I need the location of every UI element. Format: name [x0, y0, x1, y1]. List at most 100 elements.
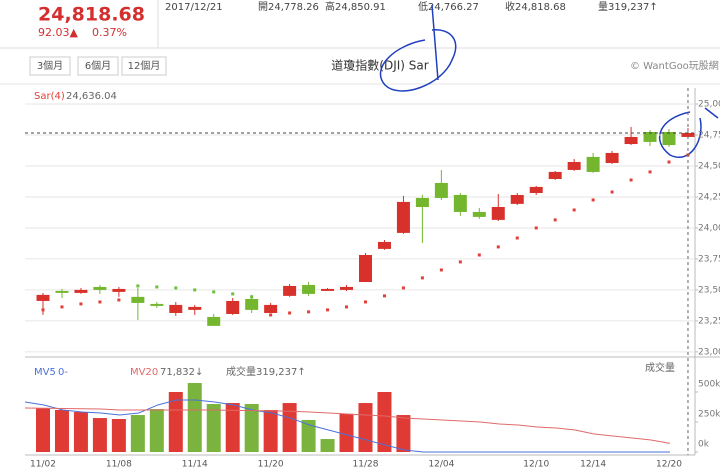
- sar-dot: [496, 245, 500, 249]
- range-button[interactable]: [77, 56, 119, 76]
- sar-dot: [41, 308, 45, 312]
- volume-bar: [282, 403, 297, 452]
- candle-body: [377, 241, 391, 249]
- open: 開24,778.26: [258, 1, 319, 13]
- candle-body: [340, 286, 354, 290]
- candle-body: [510, 194, 524, 204]
- x-tick-label: 11/20: [258, 460, 284, 470]
- legend-value: 71,832↓: [160, 367, 203, 378]
- volume-bar: [225, 403, 240, 452]
- y-tick-label: 25,000: [698, 99, 720, 109]
- y-tick-label: 24,000: [698, 223, 720, 233]
- candle-body: [321, 288, 335, 291]
- candle-body: [358, 254, 372, 282]
- x-tick-label: 11/28: [353, 460, 379, 470]
- volume-bar: [130, 415, 145, 452]
- candle-body: [415, 197, 429, 207]
- x-tick-label: 12/20: [656, 460, 682, 470]
- y-tick-label: 23,000: [698, 347, 720, 357]
- candle-body: [491, 206, 505, 220]
- range-label[interactable]: 12個月: [128, 59, 161, 72]
- ma-line: [24, 399, 670, 453]
- sar-dot: [629, 178, 633, 182]
- candle-body: [662, 132, 676, 146]
- candle-body: [93, 286, 107, 290]
- volume: 量319,237↑: [598, 1, 658, 13]
- sar-dot: [60, 305, 64, 309]
- date: 2017/12/21: [165, 2, 223, 13]
- x-tick-label: 12/10: [523, 460, 549, 470]
- volume-bar: [187, 383, 202, 452]
- range-label[interactable]: 6個月: [85, 59, 111, 72]
- sar-dot: [326, 308, 330, 312]
- change: 92.03▲: [38, 26, 78, 39]
- pen-mark: [379, 4, 457, 92]
- y-tick-label: 500k: [698, 380, 720, 390]
- range-button[interactable]: [29, 56, 71, 76]
- close: 收24,818.68: [505, 0, 566, 13]
- sar-dot: [458, 260, 462, 264]
- legend-name: Sar(4): [34, 91, 65, 102]
- candle-body: [264, 304, 278, 313]
- volume-bar: [92, 418, 107, 452]
- sar-dot: [382, 294, 386, 298]
- candle-body: [624, 136, 638, 145]
- x-tick-label: 12/14: [580, 460, 606, 470]
- candle-body: [529, 186, 543, 193]
- volume-bar: [168, 392, 183, 452]
- candle-body: [74, 289, 88, 293]
- candle-body: [567, 162, 581, 170]
- candle-body: [434, 182, 448, 198]
- sar-dot: [155, 285, 159, 289]
- y-tick-label: 250k: [698, 410, 720, 420]
- candle-body: [188, 306, 202, 310]
- sar-dot: [98, 300, 102, 304]
- sar-dot: [401, 286, 405, 290]
- y-tick-label: 23,750: [698, 254, 720, 264]
- candle-body: [302, 284, 316, 294]
- candle-body: [207, 316, 221, 326]
- candle-body: [472, 211, 486, 217]
- volume-bar: [73, 412, 88, 452]
- sar-dot: [307, 310, 311, 314]
- volume-bar: [358, 403, 373, 452]
- candle-body: [586, 156, 600, 172]
- y-tick-label: 0k: [698, 440, 710, 450]
- sar-dot: [420, 276, 424, 280]
- sar-dot: [79, 302, 83, 306]
- range-label[interactable]: 3個月: [37, 59, 63, 72]
- sar-dot: [231, 292, 235, 296]
- pen-mark: [658, 107, 719, 158]
- candle-body: [548, 171, 562, 179]
- volume-bar: [36, 407, 50, 452]
- range-button[interactable]: [121, 56, 167, 76]
- volume-bar: [320, 439, 335, 452]
- sar-dot: [345, 305, 349, 309]
- candle-body: [112, 288, 126, 292]
- sar-dot: [212, 290, 216, 294]
- volume-bar: [377, 392, 392, 452]
- sar-dot: [363, 300, 367, 304]
- candle-body: [169, 304, 183, 313]
- candle-body: [245, 298, 259, 310]
- candle-body: [55, 290, 69, 293]
- sar-dot: [534, 226, 538, 230]
- sar-dot: [591, 198, 595, 202]
- sar-dot: [136, 284, 140, 288]
- y-tick-label: 24,250: [698, 192, 720, 202]
- sar-dot: [193, 288, 197, 292]
- volume-bar: [301, 419, 316, 452]
- volume-bar: [54, 410, 69, 452]
- y-tick-label: 24,750: [698, 130, 720, 140]
- volume-bar: [339, 413, 354, 452]
- sar-dot: [174, 286, 178, 290]
- price: 24,818.68: [38, 4, 145, 26]
- candle-body: [643, 132, 657, 142]
- y-tick-label: 23,250: [698, 316, 720, 326]
- legend-name: MV5: [34, 367, 56, 378]
- legend-value: 0-: [58, 367, 68, 378]
- x-tick-label: 11/08: [106, 460, 132, 470]
- low: 低24,766.27: [418, 0, 479, 13]
- volume-bar: [396, 415, 411, 452]
